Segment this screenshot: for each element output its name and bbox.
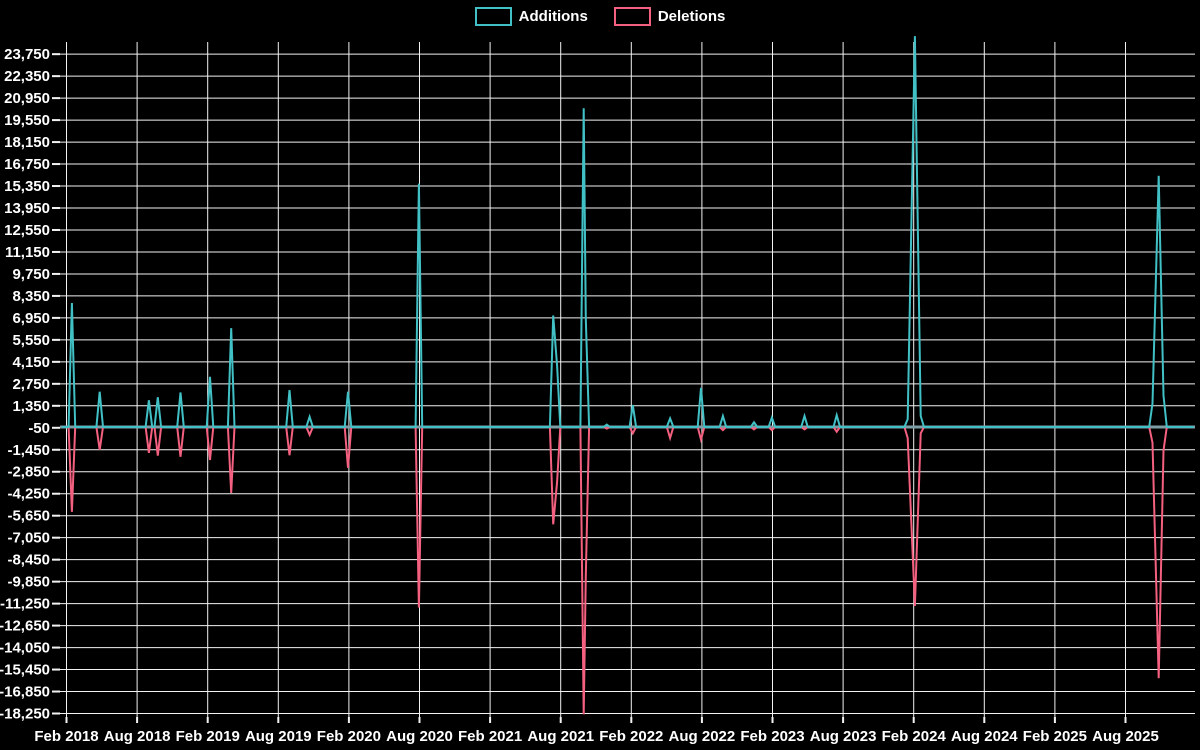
y-axis-tick-label: -15,450 bbox=[0, 662, 50, 679]
legend-label-additions: Additions bbox=[518, 8, 588, 25]
y-axis-tick-label: 13,950 bbox=[4, 200, 50, 217]
deletions-line bbox=[61, 426, 1194, 715]
y-axis-tick-label: -11,250 bbox=[0, 596, 50, 613]
x-axis-tick-label: Aug 2021 bbox=[527, 728, 594, 745]
x-axis-tick-label: Feb 2022 bbox=[599, 728, 663, 745]
y-axis-tick-label: -1,450 bbox=[7, 442, 50, 459]
y-axis-tick-label: 5,550 bbox=[12, 332, 50, 349]
y-grid: 23,750 22,350 20,950 19,550 18,150 16,750 15,3… bbox=[0, 46, 1195, 722]
y-axis-tick-label: 22,350 bbox=[4, 68, 50, 85]
y-axis-tick-label: 19,550 bbox=[4, 112, 50, 129]
additions-line bbox=[61, 36, 1194, 428]
x-axis-tick-label: Feb 2024 bbox=[882, 728, 947, 745]
x-axis-tick-label: Aug 2020 bbox=[386, 728, 453, 745]
y-axis-tick-label: -18,250 bbox=[0, 705, 50, 722]
y-axis-tick-label: 6,950 bbox=[12, 310, 50, 327]
y-axis-tick-label: 8,350 bbox=[12, 288, 50, 305]
y-axis-tick-label: 2,750 bbox=[12, 376, 50, 393]
y-axis-tick-label: -12,650 bbox=[0, 618, 50, 635]
y-axis-tick-label: 18,150 bbox=[4, 134, 50, 151]
x-axis-tick-label: Feb 2020 bbox=[317, 728, 381, 745]
x-axis-tick-label: Aug 2023 bbox=[810, 728, 877, 745]
x-axis-tick-label: Feb 2019 bbox=[176, 728, 240, 745]
y-axis-tick-label: -14,050 bbox=[0, 640, 50, 657]
deletions-swatch-icon bbox=[613, 7, 651, 26]
x-axis-tick-label: Aug 2025 bbox=[1092, 728, 1159, 745]
legend-label-deletions: Deletions bbox=[657, 8, 726, 25]
x-axis-tick-label: Feb 2025 bbox=[1023, 728, 1087, 745]
y-axis-tick-label: 4,150 bbox=[12, 354, 50, 371]
x-axis-tick-label: Aug 2024 bbox=[951, 728, 1018, 745]
x-axis-tick-label: Feb 2021 bbox=[458, 728, 522, 745]
x-axis-tick-label: Aug 2019 bbox=[245, 728, 312, 745]
y-axis-tick-label: -9,850 bbox=[7, 574, 50, 591]
y-axis-tick-label: -2,850 bbox=[7, 464, 50, 481]
x-axis-tick-label: Feb 2023 bbox=[740, 728, 804, 745]
y-axis-tick-label: 12,550 bbox=[4, 222, 50, 239]
x-axis-tick-label: Aug 2022 bbox=[669, 728, 736, 745]
y-axis-tick-label: -50 bbox=[28, 420, 50, 437]
y-axis-tick-label: 20,950 bbox=[4, 90, 50, 107]
y-axis-tick-label: 16,750 bbox=[4, 156, 50, 173]
y-axis-tick-label: 15,350 bbox=[4, 178, 50, 195]
y-axis-tick-label: 23,750 bbox=[4, 46, 50, 63]
x-axis-tick-label: Feb 2018 bbox=[34, 728, 98, 745]
y-axis-tick-label: -7,050 bbox=[7, 530, 50, 547]
y-axis-tick-label: -16,850 bbox=[0, 684, 50, 701]
y-axis-tick-label: 11,150 bbox=[5, 244, 50, 261]
y-axis-tick-label: -5,650 bbox=[7, 508, 50, 525]
chart-legend: Additions Deletions bbox=[0, 7, 1200, 26]
x-grid: Feb 2018 Aug 2018 Feb 2019 Aug 2019 Feb 2020… bbox=[34, 42, 1159, 745]
y-axis-tick-label: 9,750 bbox=[12, 266, 50, 283]
x-axis-tick-label: Aug 2018 bbox=[104, 728, 171, 745]
y-axis-tick-label: -8,450 bbox=[7, 552, 50, 569]
legend-item-additions[interactable]: Additions bbox=[474, 7, 588, 26]
additions-swatch-icon bbox=[474, 7, 512, 26]
legend-item-deletions[interactable]: Deletions bbox=[613, 7, 726, 26]
y-axis-tick-label: 1,350 bbox=[12, 398, 50, 415]
y-axis-tick-label: -4,250 bbox=[7, 486, 50, 503]
